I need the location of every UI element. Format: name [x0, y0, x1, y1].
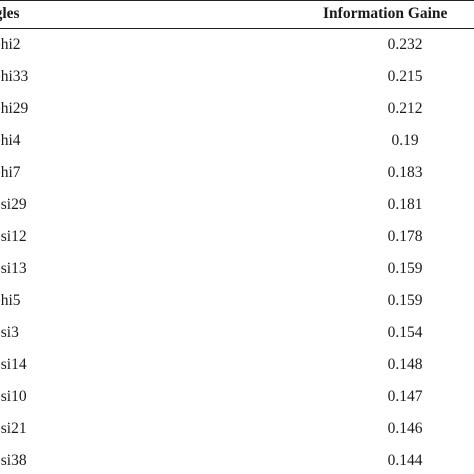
header-information-gain: Information Gaine	[323, 5, 448, 22]
gain-cell: 0.147	[387, 388, 423, 405]
gain-cell: 0.19	[391, 132, 419, 149]
gain-cell: 0.144	[387, 452, 423, 469]
gain-cell: 0.146	[387, 420, 423, 437]
angle-cell: psi21	[0, 420, 27, 437]
table-row: psi29 0.181	[0, 196, 474, 220]
angle-cell: psi29	[0, 196, 27, 213]
angle-cell: psi14	[0, 356, 27, 373]
angle-cell: psi12	[0, 228, 27, 245]
gain-cell: 0.232	[387, 36, 423, 53]
table-row: psi38 0.144	[0, 452, 474, 474]
angle-cell: phi5	[0, 292, 21, 309]
angle-cell: phi29	[0, 100, 29, 117]
angle-cell: psi13	[0, 260, 27, 277]
gain-cell: 0.154	[387, 324, 423, 341]
table-row: phi7 0.183	[0, 164, 474, 188]
angle-cell: phi33	[0, 68, 29, 85]
angle-cell: phi7	[0, 164, 21, 181]
table-row: phi4 0.19	[0, 132, 474, 156]
table-row: psi10 0.147	[0, 388, 474, 412]
table-row: phi5 0.159	[0, 292, 474, 316]
gain-cell: 0.148	[387, 356, 423, 373]
header-rule	[0, 28, 474, 29]
gain-cell: 0.181	[387, 196, 423, 213]
table-row: psi21 0.146	[0, 420, 474, 444]
gain-cell: 0.159	[387, 292, 423, 309]
table-row: psi12 0.178	[0, 228, 474, 252]
gain-cell: 0.178	[387, 228, 423, 245]
header-angles: ngles	[0, 5, 20, 22]
table-top-rule	[0, 0, 474, 1]
table-row: phi29 0.212	[0, 100, 474, 124]
gain-cell: 0.183	[387, 164, 423, 181]
gain-cell: 0.215	[387, 68, 423, 85]
angle-cell: psi3	[0, 324, 19, 341]
gain-cell: 0.212	[387, 100, 423, 117]
table-row: phi33 0.215	[0, 68, 474, 92]
angle-cell: phi4	[0, 132, 21, 149]
table-row: psi14 0.148	[0, 356, 474, 380]
table-row: psi13 0.159	[0, 260, 474, 284]
angle-cell: psi38	[0, 452, 27, 469]
gain-cell: 0.159	[387, 260, 423, 277]
angle-cell: psi10	[0, 388, 27, 405]
table-row: psi3 0.154	[0, 324, 474, 348]
table-row: phi2 0.232	[0, 36, 474, 60]
angle-cell: phi2	[0, 36, 21, 53]
